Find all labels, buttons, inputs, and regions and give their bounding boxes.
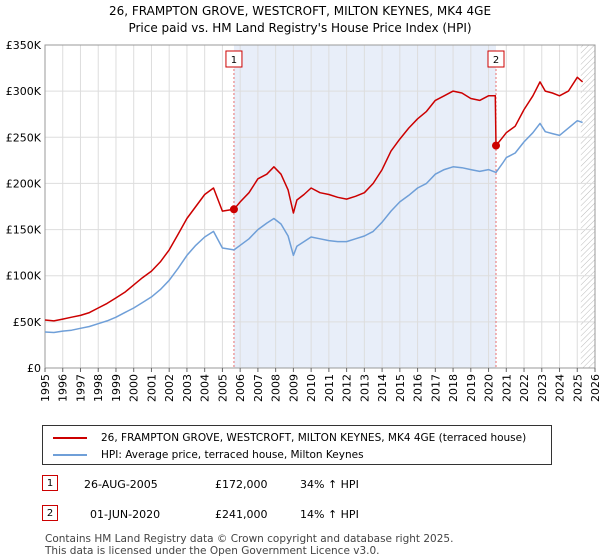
x-tick-label: 2017: [429, 374, 442, 402]
x-tick-label: 2009: [287, 374, 300, 402]
property-series-line: [44, 76, 584, 322]
y-tick-label: £350K: [6, 39, 42, 52]
transaction-price: £241,000: [215, 508, 268, 521]
chart-subtitle: Price paid vs. HM Land Registry's House …: [128, 21, 472, 35]
x-tick-label: 2022: [518, 374, 531, 402]
y-tick-label: £200K: [6, 177, 42, 190]
x-tick-label: 2008: [270, 374, 283, 402]
chart-title: 26, FRAMPTON GROVE, WESTCROFT, MILTON KE…: [108, 4, 492, 18]
x-tick-label: 2026: [589, 374, 600, 402]
sale-marker-label: 2: [493, 55, 499, 66]
x-tick-label: 2025: [571, 374, 584, 402]
x-tick-label: 2007: [252, 374, 265, 402]
x-tick-label: 2014: [376, 374, 389, 402]
x-tick-label: 2005: [216, 374, 229, 402]
transaction-price: £172,000: [215, 478, 268, 491]
x-tick-label: 2002: [163, 374, 176, 402]
x-tick-label: 1995: [39, 374, 52, 402]
footer-copyright: Contains HM Land Registry data © Crown c…: [45, 533, 454, 545]
footer-license: This data is licensed under the Open Gov…: [45, 545, 380, 557]
y-tick-label: £0: [27, 362, 41, 375]
x-tick-label: 2020: [483, 374, 496, 402]
forecast-hatch-region: [580, 45, 595, 368]
sale-marker-box: [487, 50, 505, 68]
transaction-hpi-change: 34% ↑ HPI: [300, 478, 359, 491]
x-tick-label: 2010: [305, 374, 318, 402]
price-chart: £0 £50K £100K £150K £200K £250K £300K £350K 1995…: [6, 39, 600, 402]
x-tick-label: 2004: [199, 374, 212, 402]
legend: 26, FRAMPTON GROVE, WESTCROFT, MILTON KE…: [42, 425, 552, 465]
y-tick-label: £300K: [6, 85, 42, 98]
x-tick-label: 1998: [92, 374, 105, 402]
x-tick-label: 2013: [358, 374, 371, 402]
x-tick-label: 2012: [341, 374, 354, 402]
y-tick-label: £50K: [13, 316, 42, 329]
x-tick-label: 2016: [412, 374, 425, 402]
sale-marker-box: [225, 50, 243, 68]
x-tick-label: 2018: [447, 374, 460, 402]
x-tick-label: 1999: [110, 374, 123, 402]
legend-label-property: 26, FRAMPTON GROVE, WESTCROFT, MILTON KE…: [101, 432, 527, 444]
hpi-series-line: [44, 119, 583, 334]
x-tick-label: 2015: [394, 374, 407, 402]
x-tick-label: 2011: [323, 374, 336, 402]
sale-point: [492, 141, 500, 150]
x-tick-label: 2019: [465, 374, 478, 402]
x-tick-label: 2003: [181, 374, 194, 402]
x-tick-label: 2023: [536, 374, 549, 402]
transaction-marker-badge: 2: [42, 505, 58, 521]
y-tick-label: £250K: [6, 131, 42, 144]
x-tick-label: 2006: [234, 374, 247, 402]
ownership-period-shading: [233, 45, 497, 368]
transaction-marker-badge: 1: [42, 475, 58, 491]
y-tick-label: £150K: [6, 224, 42, 237]
legend-label-hpi: HPI: Average price, terraced house, Milt…: [101, 449, 364, 461]
x-tick-label: 2000: [128, 374, 141, 402]
transaction-hpi-change: 14% ↑ HPI: [300, 508, 359, 521]
legend-item-hpi: HPI: Average price, terraced house, Milt…: [53, 447, 364, 463]
x-tick-label: 1996: [57, 374, 70, 402]
plot-frame: [44, 44, 596, 369]
transaction-date: 26-AUG-2005: [84, 478, 158, 491]
transaction-date: 01-JUN-2020: [90, 508, 161, 521]
sale-point: [229, 205, 238, 214]
x-tick-label: 2024: [554, 374, 567, 402]
sale-marker-label: 1: [231, 55, 237, 66]
x-tick-label: 1997: [74, 374, 87, 402]
legend-swatch-property: [53, 437, 87, 439]
x-tick-label: 2021: [500, 374, 513, 402]
x-tick-label: 2001: [145, 374, 158, 402]
y-tick-label: £100K: [6, 270, 42, 283]
legend-item-property: 26, FRAMPTON GROVE, WESTCROFT, MILTON KE…: [53, 430, 526, 446]
legend-swatch-hpi: [53, 454, 87, 456]
